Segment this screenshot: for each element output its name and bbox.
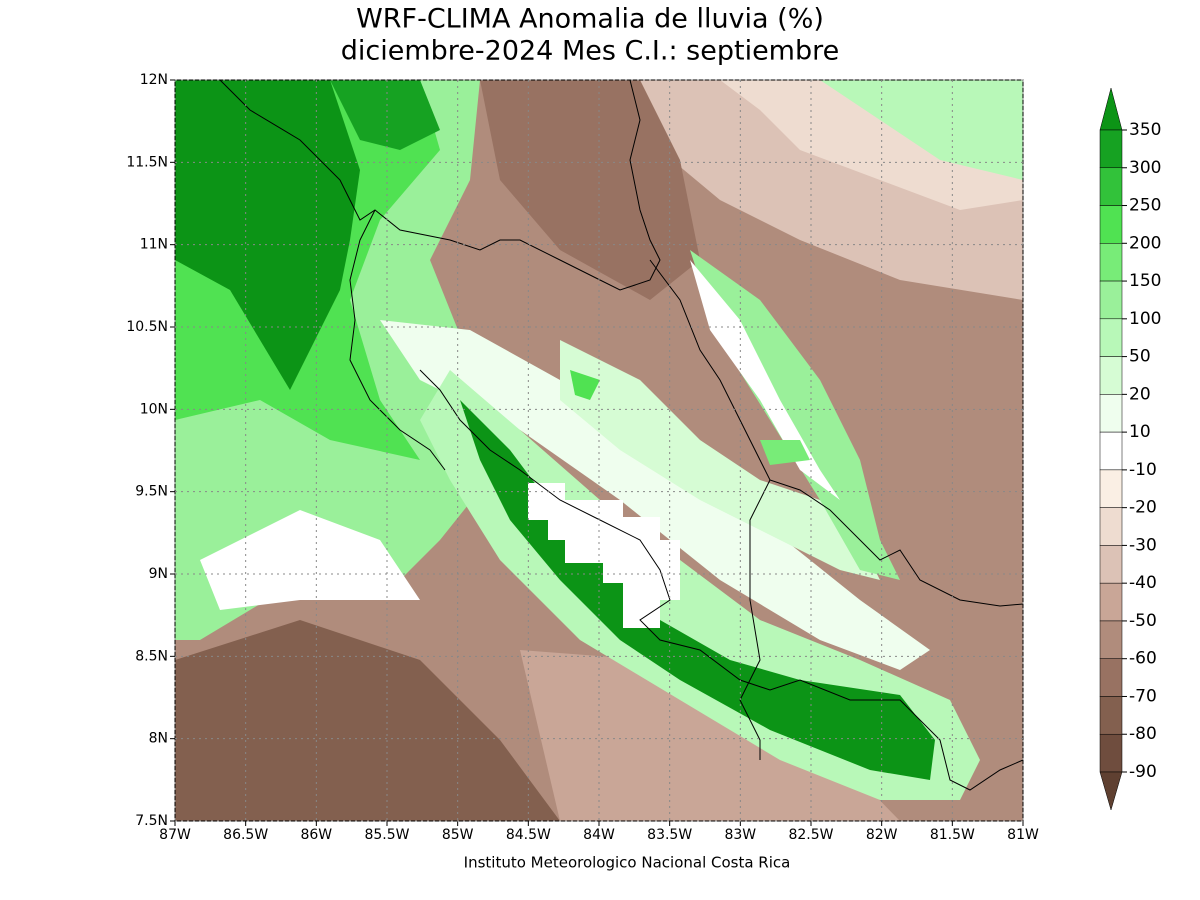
colorbar-label: 200 [1129, 233, 1161, 253]
colorbar-label: 10 [1129, 422, 1151, 442]
colorbar-label: 150 [1129, 271, 1161, 291]
colorbar-arrow [1099, 87, 1123, 131]
footer: Instituto Meteorologico Nacional Costa R… [464, 854, 791, 872]
colorbar-box [1099, 431, 1123, 471]
x-tick-label: 84.5W [506, 827, 551, 843]
y-tick-label: 11N [140, 237, 168, 253]
map-field [175, 80, 1023, 821]
colorbar-label: -40 [1129, 573, 1157, 593]
colorbar-arrow [1099, 771, 1123, 811]
y-tick-label: 7.5N [135, 813, 168, 829]
colorbar-box [1099, 280, 1123, 320]
title-line: diciembre-2024 Mes C.I.: septiembre [341, 36, 840, 67]
colorbar-label: 300 [1129, 158, 1161, 178]
colorbar-box [1099, 620, 1123, 659]
y-tick-label: 8N [149, 731, 168, 747]
title-line: WRF-CLIMA Anomalia de lluvia (%) [356, 4, 824, 35]
x-tick-label: 83W [724, 827, 756, 843]
colorbar-label: -50 [1129, 611, 1157, 631]
colorbar-label: -90 [1129, 762, 1157, 782]
colorbar-label: 250 [1129, 196, 1161, 216]
colorbar-box [1099, 394, 1123, 433]
colorbar-box [1099, 243, 1123, 282]
colorbar-box [1099, 129, 1123, 169]
y-tick-label: 8.5N [135, 648, 168, 664]
x-tick-label: 85.5W [364, 827, 409, 843]
colorbar-box [1099, 318, 1123, 357]
x-tick-label: 81.5W [930, 827, 975, 843]
colorbar-box [1099, 696, 1123, 735]
colorbar-box [1099, 167, 1123, 206]
y-tick-label: 9N [149, 566, 168, 582]
colorbar-label: -70 [1129, 686, 1157, 706]
colorbar-box [1099, 205, 1123, 244]
x-tick-label: 82W [866, 827, 898, 843]
colorbar-box [1099, 733, 1123, 773]
y-tick-label: 10.5N [126, 319, 168, 335]
colorbar-box [1099, 545, 1123, 584]
x-tick-label: 86.5W [223, 827, 268, 843]
coastline [219, 79, 1024, 791]
x-tick-label: 87W [159, 827, 191, 843]
x-tick-label: 81W [1007, 827, 1039, 843]
colorbar-box [1099, 507, 1123, 546]
x-tick-label: 83.5W [647, 827, 692, 843]
x-tick-label: 82.5W [788, 827, 833, 843]
colorbar-label: -60 [1129, 649, 1157, 669]
y-tick-label: 11.5N [126, 154, 168, 170]
colorbar-label: 100 [1129, 309, 1161, 329]
colorbar-box [1099, 356, 1123, 395]
y-tick-label: 10N [140, 401, 168, 417]
colorbar-label: -30 [1129, 535, 1157, 555]
colorbar-label: 50 [1129, 347, 1151, 367]
x-tick-label: 85W [442, 827, 474, 843]
y-tick-label: 12N [140, 72, 168, 88]
colorbar-label: -80 [1129, 724, 1157, 744]
colorbar-label: -20 [1129, 498, 1157, 518]
colorbar-label: 350 [1129, 120, 1161, 140]
x-tick-label: 84W [583, 827, 615, 843]
colorbar-label: 20 [1129, 384, 1151, 404]
colorbar-box [1099, 582, 1123, 622]
colorbar-box [1099, 658, 1123, 697]
x-tick-label: 86W [300, 827, 332, 843]
y-tick-label: 9.5N [135, 484, 168, 500]
colorbar-box [1099, 469, 1123, 508]
colorbar-label: -10 [1129, 460, 1157, 480]
